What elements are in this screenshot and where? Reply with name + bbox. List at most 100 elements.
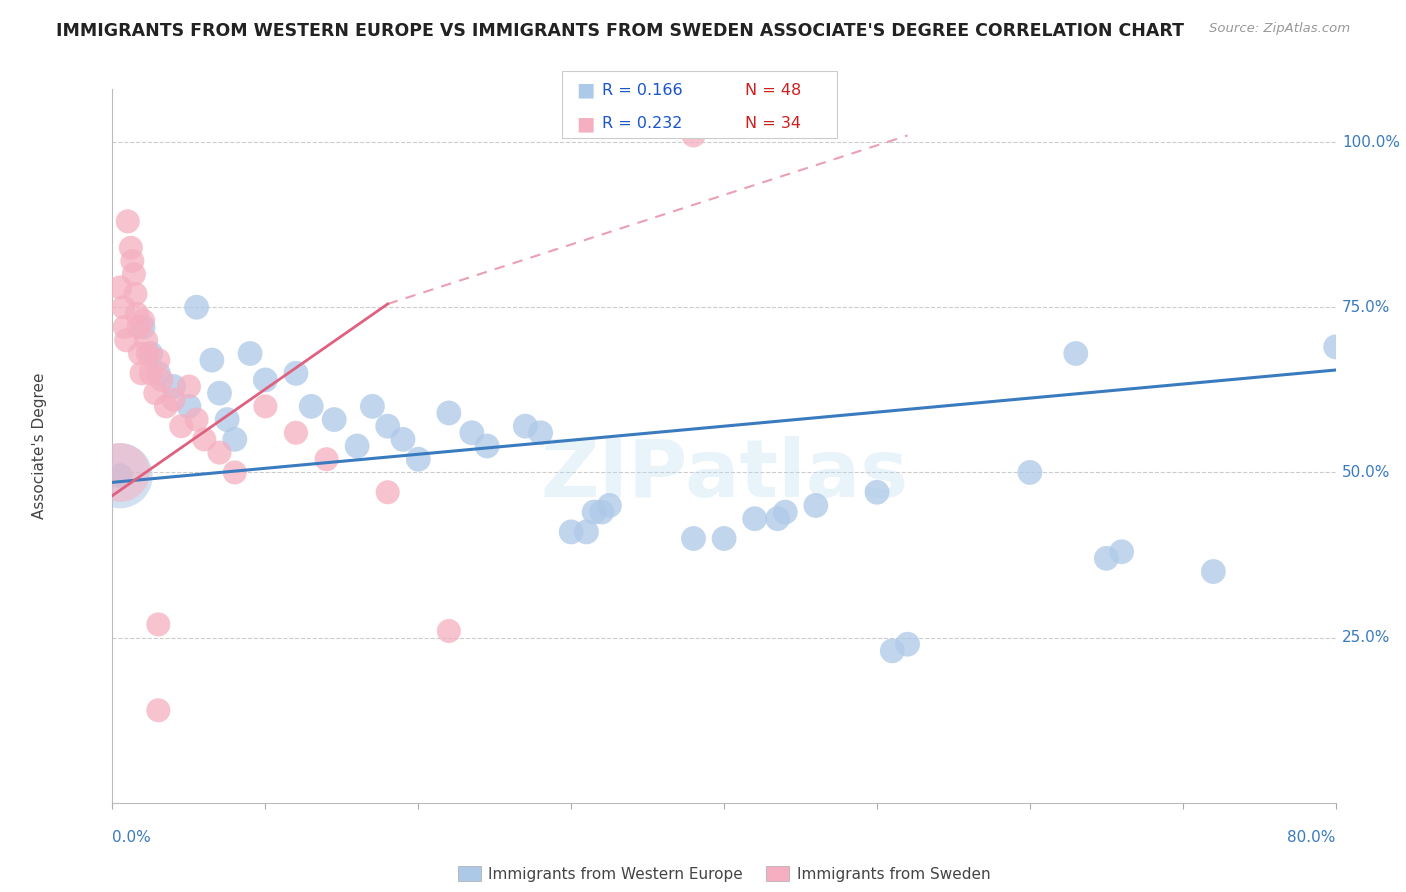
Point xyxy=(323,412,346,426)
Point xyxy=(129,346,152,360)
Text: N = 48: N = 48 xyxy=(745,83,801,97)
Point xyxy=(208,386,231,401)
Text: Associate's Degree: Associate's Degree xyxy=(31,373,46,519)
Point xyxy=(437,624,460,638)
Text: IMMIGRANTS FROM WESTERN EUROPE VS IMMIGRANTS FROM SWEDEN ASSOCIATE'S DEGREE CORR: IMMIGRANTS FROM WESTERN EUROPE VS IMMIGR… xyxy=(56,22,1184,40)
Point xyxy=(591,505,613,519)
Point xyxy=(744,511,766,525)
Point xyxy=(1111,545,1133,559)
Point xyxy=(136,346,159,360)
Point xyxy=(108,280,131,294)
Point xyxy=(132,320,155,334)
Point xyxy=(766,511,789,525)
Text: Source: ZipAtlas.com: Source: ZipAtlas.com xyxy=(1209,22,1350,36)
Text: N = 34: N = 34 xyxy=(745,116,801,131)
Point xyxy=(682,532,704,546)
Point xyxy=(682,128,704,143)
Point xyxy=(361,400,384,414)
Legend: Immigrants from Western Europe, Immigrants from Sweden: Immigrants from Western Europe, Immigran… xyxy=(451,860,997,888)
Text: 75.0%: 75.0% xyxy=(1341,300,1391,315)
Point xyxy=(461,425,484,440)
Point xyxy=(186,300,208,314)
Point xyxy=(148,367,170,381)
Point xyxy=(217,412,239,426)
Point xyxy=(139,367,162,381)
Point xyxy=(163,379,186,393)
Point xyxy=(239,346,262,360)
Point xyxy=(177,400,200,414)
Point xyxy=(148,353,170,368)
Point xyxy=(132,313,155,327)
Point xyxy=(120,241,142,255)
Text: 100.0%: 100.0% xyxy=(1341,135,1400,150)
Point xyxy=(121,254,143,268)
Point xyxy=(108,466,131,480)
Text: 80.0%: 80.0% xyxy=(1288,830,1336,845)
Point xyxy=(193,433,215,447)
Point xyxy=(127,320,149,334)
Point xyxy=(1064,346,1087,360)
Text: 50.0%: 50.0% xyxy=(1341,465,1391,480)
Point xyxy=(170,419,193,434)
Point xyxy=(1018,466,1040,480)
Point xyxy=(108,468,131,483)
Point xyxy=(408,452,430,467)
Point xyxy=(125,307,148,321)
Point xyxy=(315,452,337,467)
Point xyxy=(1095,551,1118,566)
Point xyxy=(392,433,415,447)
Point xyxy=(1202,565,1225,579)
Point xyxy=(530,425,553,440)
Point xyxy=(804,499,827,513)
Point xyxy=(284,425,308,440)
Point xyxy=(135,333,157,347)
Point xyxy=(224,466,246,480)
Point xyxy=(575,524,598,539)
Point xyxy=(583,505,606,519)
Point xyxy=(866,485,889,500)
Point xyxy=(437,406,460,420)
Point xyxy=(143,386,166,401)
Text: R = 0.232: R = 0.232 xyxy=(602,116,682,131)
Text: 25.0%: 25.0% xyxy=(1341,630,1391,645)
Point xyxy=(124,287,146,301)
Point xyxy=(254,400,277,414)
Point xyxy=(377,485,399,500)
Point xyxy=(186,412,208,426)
Text: ■: ■ xyxy=(576,80,595,100)
Point xyxy=(775,505,797,519)
Point xyxy=(515,419,537,434)
Point xyxy=(377,419,399,434)
Point xyxy=(598,499,620,513)
Point xyxy=(346,439,368,453)
Point xyxy=(284,367,308,381)
Point xyxy=(208,445,231,459)
Point xyxy=(201,353,224,368)
Point xyxy=(108,468,131,483)
Text: 0.0%: 0.0% xyxy=(112,830,152,845)
Point xyxy=(163,392,186,407)
Point xyxy=(224,433,246,447)
Point xyxy=(254,373,277,387)
Point xyxy=(475,439,498,453)
Point xyxy=(114,320,136,334)
Point xyxy=(713,532,735,546)
Point xyxy=(139,346,162,360)
Point xyxy=(131,367,153,381)
Point xyxy=(148,703,170,717)
Text: R = 0.166: R = 0.166 xyxy=(602,83,682,97)
Point xyxy=(117,214,139,228)
Point xyxy=(882,644,904,658)
Point xyxy=(299,400,322,414)
Point xyxy=(897,637,920,651)
Point xyxy=(177,379,200,393)
Text: ■: ■ xyxy=(576,114,595,133)
Point xyxy=(1324,340,1347,354)
Point xyxy=(112,300,135,314)
Point xyxy=(122,267,145,281)
Point xyxy=(148,617,170,632)
Point xyxy=(150,373,173,387)
Point xyxy=(115,333,138,347)
Point xyxy=(155,400,177,414)
Text: ZIPatlas: ZIPatlas xyxy=(540,435,908,514)
